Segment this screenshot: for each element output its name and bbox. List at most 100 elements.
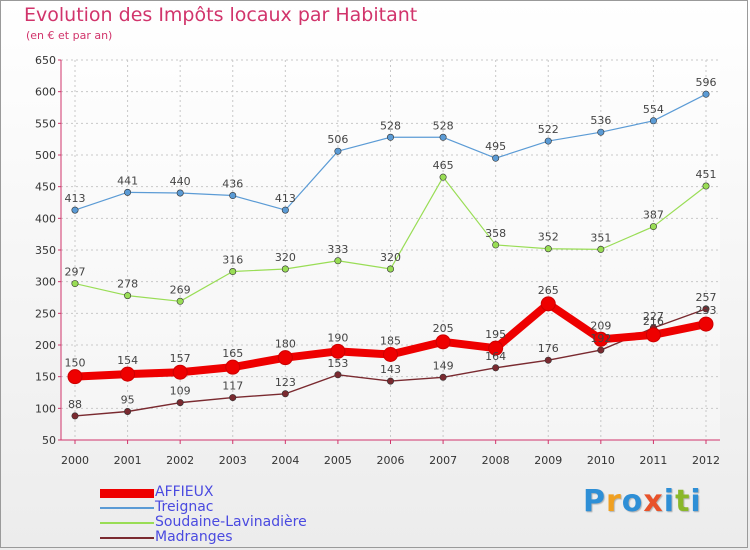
data-point [698,316,714,332]
data-label: 149 [433,359,454,372]
data-label: 413 [275,192,296,205]
data-point [439,133,447,141]
logo-letter: i [690,484,702,519]
data-label: 528 [380,119,401,132]
data-label: 413 [65,192,86,205]
legend-swatch [100,537,154,539]
x-tick-label: 2005 [324,454,352,467]
data-point [281,206,289,214]
data-label: 153 [327,357,348,370]
data-label: 596 [696,76,717,89]
chart-title: Evolution des Impôts locaux par Habitant [24,4,418,26]
logo-letter: t [675,484,691,519]
data-label: 265 [538,284,559,297]
data-label: 278 [117,278,138,291]
y-tick-label: 650 [35,54,56,67]
y-tick-label: 600 [35,86,56,99]
data-label: 165 [222,347,243,360]
data-label: 522 [538,123,559,136]
data-point [229,268,237,276]
data-point [544,245,552,253]
legend-label: Madranges [155,529,233,545]
data-label: 257 [696,291,717,304]
x-tick-label: 2007 [429,454,457,467]
x-tick-label: 2002 [166,454,194,467]
legend-label: AFFIEUX [155,484,214,500]
x-tick-label: 2003 [219,454,247,467]
data-point [281,265,289,273]
logo-letter: x [643,484,664,519]
data-label: 176 [538,342,559,355]
x-tick-label: 2009 [534,454,562,467]
data-label: 333 [327,243,348,256]
data-point [176,189,184,197]
data-label: 316 [222,254,243,267]
logo-letter: r [606,484,622,519]
data-label: 95 [121,394,135,407]
data-label: 536 [590,114,611,127]
data-point [649,223,657,231]
y-tick-label: 300 [35,276,56,289]
data-label: 180 [275,338,296,351]
data-label: 441 [117,174,138,187]
data-point [544,137,552,145]
data-label: 358 [485,227,506,240]
data-label: 436 [222,178,243,191]
x-tick-label: 2000 [61,454,89,467]
data-point [597,245,605,253]
data-label: 190 [327,331,348,344]
data-label: 528 [433,119,454,132]
logo-letter: o [621,484,644,519]
data-label: 506 [327,133,348,146]
chart-subtitle: (en € et par an) [26,29,113,42]
logo-letter: i [663,484,676,519]
x-tick-label: 2006 [377,454,405,467]
data-label: 143 [380,363,401,376]
data-point [172,364,188,380]
y-tick-label: 250 [35,307,56,320]
data-point [229,192,237,200]
legend-label: Treignac [155,499,214,515]
data-point [492,154,500,162]
data-point [229,394,237,402]
data-label: 554 [643,103,664,116]
data-point [544,356,552,364]
y-tick-label: 100 [35,402,56,415]
data-label: 150 [65,357,86,370]
y-tick-label: 50 [42,434,56,447]
logo-letter: P [583,484,606,519]
data-label: 320 [380,251,401,264]
data-point [597,128,605,136]
data-point [492,364,500,372]
data-point [120,366,136,382]
x-tick-label: 2012 [692,454,720,467]
data-point [176,399,184,407]
data-label: 297 [65,266,86,279]
x-tick-label: 2004 [271,454,299,467]
y-tick-label: 350 [35,244,56,257]
data-label: 269 [170,283,191,296]
y-tick-label: 450 [35,181,56,194]
data-point [386,133,394,141]
data-label: 88 [68,398,82,411]
y-tick-label: 150 [35,371,56,384]
data-label: 387 [643,209,664,222]
data-point [702,305,710,313]
data-point [330,343,346,359]
data-point [597,346,605,354]
legend-swatch [100,522,154,524]
data-point [492,241,500,249]
legend-swatch [100,488,154,498]
data-point [702,182,710,190]
data-point [71,206,79,214]
y-tick-label: 200 [35,339,56,352]
line-chart: 50 100 150 200 250 300 350 400 450 500 550 600 650 20… [35,54,720,467]
data-point [277,350,293,366]
data-point [593,331,609,347]
data-label: 209 [590,319,611,332]
data-point [71,280,79,288]
data-point [281,390,289,398]
data-label: 157 [170,352,191,365]
data-point [176,297,184,305]
